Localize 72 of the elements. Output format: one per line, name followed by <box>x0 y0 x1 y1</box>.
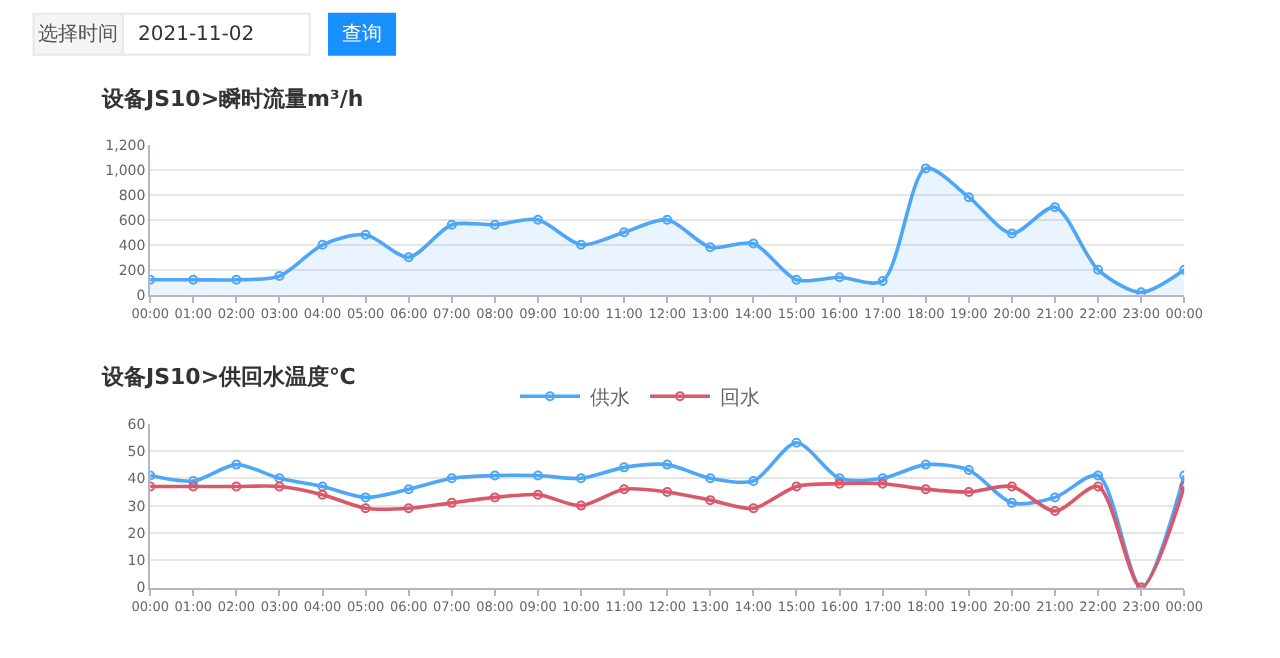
legend-label: 供水 <box>590 386 630 411</box>
point <box>920 459 931 470</box>
text: 选择时间 <box>38 22 118 46</box>
point <box>576 500 587 511</box>
point <box>446 219 457 230</box>
legend-label: 回水 <box>720 386 760 411</box>
point <box>748 238 759 249</box>
point <box>877 478 888 489</box>
point <box>963 465 974 476</box>
point <box>317 481 328 492</box>
point <box>877 276 888 287</box>
point <box>360 503 371 514</box>
point <box>1093 264 1104 275</box>
point <box>317 489 328 500</box>
point <box>231 459 242 470</box>
point <box>576 239 587 250</box>
point <box>1050 202 1060 213</box>
point <box>1006 481 1017 492</box>
point <box>403 252 414 263</box>
point <box>619 484 630 495</box>
point <box>963 192 974 203</box>
point <box>532 214 543 225</box>
point <box>231 481 242 492</box>
point <box>619 227 630 238</box>
point <box>705 473 716 484</box>
point <box>403 503 414 514</box>
point <box>662 459 673 470</box>
point <box>188 274 199 285</box>
point <box>705 242 716 253</box>
chart-title: 设备JS10>瞬时流量m³/h <box>100 86 364 112</box>
point <box>360 229 371 240</box>
point <box>489 470 500 481</box>
point <box>576 473 587 484</box>
point <box>446 497 457 508</box>
point <box>274 473 285 484</box>
point <box>489 219 500 230</box>
point <box>920 484 931 495</box>
point <box>532 489 543 500</box>
point <box>748 503 759 514</box>
point <box>532 470 543 481</box>
point <box>317 239 328 250</box>
point <box>274 481 285 492</box>
point <box>748 476 759 487</box>
point <box>489 492 500 503</box>
point <box>1093 470 1104 481</box>
point <box>1050 506 1060 517</box>
point <box>834 272 845 283</box>
point <box>791 274 802 285</box>
point <box>963 486 974 497</box>
point <box>403 484 414 495</box>
point <box>877 473 888 484</box>
point <box>619 462 630 473</box>
point <box>274 271 285 282</box>
point <box>705 495 716 506</box>
point <box>1136 287 1147 295</box>
point <box>188 481 199 492</box>
text: 查询 <box>342 22 382 46</box>
point <box>920 163 931 174</box>
point <box>791 437 802 448</box>
point <box>360 492 371 503</box>
point <box>1006 228 1017 239</box>
point <box>1093 481 1104 492</box>
point <box>662 486 673 497</box>
point <box>1006 497 1017 508</box>
point <box>662 214 673 225</box>
point <box>231 274 242 285</box>
chart-title: 设备JS10>供回水温度℃ <box>100 364 356 390</box>
point <box>446 473 457 484</box>
point <box>1050 492 1060 503</box>
point <box>834 478 845 489</box>
point <box>791 481 802 492</box>
text: 2021-11-02 <box>138 24 255 46</box>
